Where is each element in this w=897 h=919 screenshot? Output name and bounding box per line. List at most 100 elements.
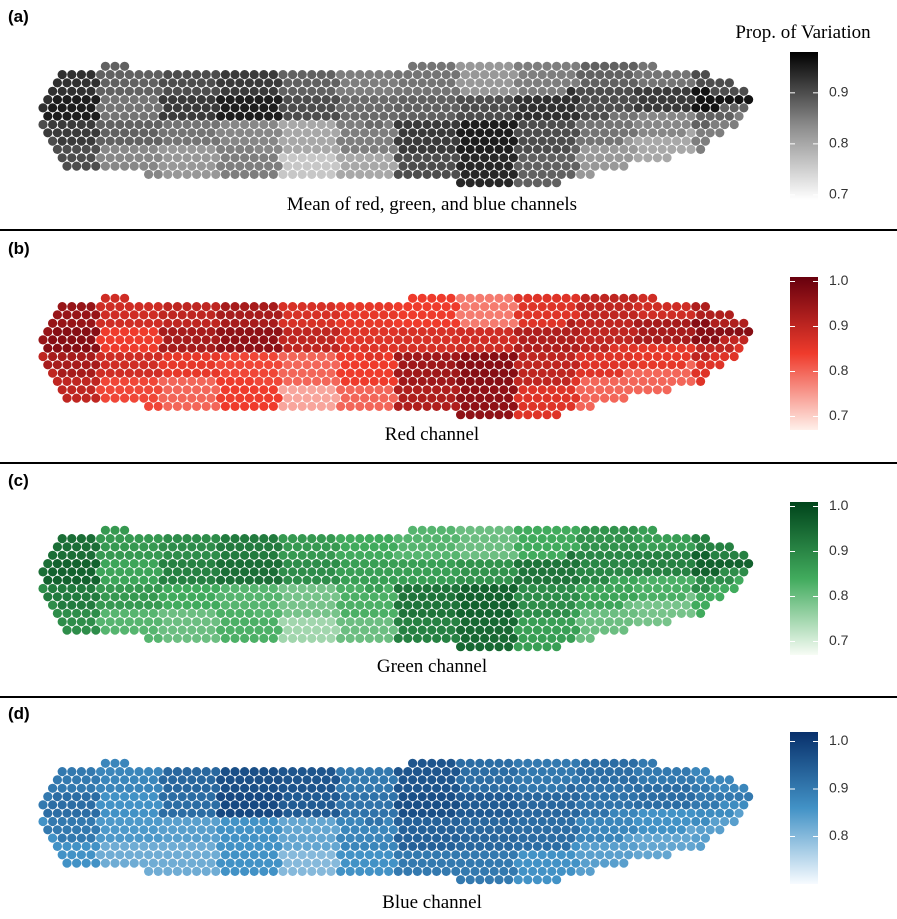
cell-dot	[734, 575, 744, 585]
cell-dot	[686, 144, 696, 154]
cell-dot	[364, 153, 374, 163]
colorbar-tick-label: 0.9	[829, 780, 849, 796]
cell-dot	[355, 866, 365, 876]
cell-dot	[230, 816, 240, 827]
cell-dot	[609, 841, 619, 851]
cell-dot	[691, 136, 701, 146]
cell-dot	[662, 567, 672, 577]
cell-dot	[628, 808, 639, 818]
cell-dot	[456, 559, 466, 569]
cell-dot	[254, 360, 264, 370]
cell-dot	[379, 327, 389, 337]
cell-dot	[153, 617, 163, 627]
cell-dot	[110, 825, 120, 835]
cell-dot	[667, 327, 677, 337]
cell-dot	[105, 583, 115, 594]
cell-dot	[484, 608, 494, 618]
cell-dot	[715, 775, 725, 785]
cell-dot	[216, 592, 226, 602]
cell-dot	[393, 401, 403, 411]
cell-dot	[340, 559, 350, 569]
cell-dot	[686, 78, 696, 88]
cell-dot	[566, 617, 576, 627]
cell-dot	[115, 850, 125, 860]
cell-dot	[57, 318, 67, 328]
cell-dot	[110, 792, 120, 802]
cell-dot	[72, 393, 82, 403]
cell-dot	[489, 401, 499, 411]
cell-dot	[264, 327, 274, 337]
cell-dot	[345, 385, 355, 395]
colorbar-tick-label: 1.0	[829, 732, 849, 748]
cell-dot	[120, 327, 130, 337]
cell-dot	[436, 95, 446, 105]
cell-dot	[542, 608, 552, 618]
cell-dot	[273, 310, 283, 320]
cell-dot	[465, 525, 475, 535]
cell-dot	[91, 393, 101, 403]
cell-dot	[518, 351, 528, 362]
cell-dot	[259, 633, 269, 643]
cell-dot	[292, 111, 302, 121]
cell-dot	[364, 70, 374, 80]
cell-dot	[331, 327, 341, 337]
cell-dot	[508, 783, 518, 793]
cell-dot	[724, 310, 735, 320]
cell-dot	[720, 351, 730, 362]
cell-dot	[307, 534, 317, 544]
cell-dot	[513, 525, 523, 535]
cell-dot	[369, 808, 379, 818]
cell-dot	[691, 600, 701, 610]
cell-dot	[576, 103, 586, 113]
cell-dot	[504, 161, 514, 171]
cell-dot	[264, 559, 274, 569]
cell-dot	[624, 335, 634, 345]
cell-dot	[350, 144, 360, 154]
cell-dot	[288, 866, 298, 876]
cell-dot	[129, 825, 139, 835]
cell-dot	[57, 600, 67, 610]
cell-dot	[110, 393, 120, 403]
cell-dot	[340, 825, 350, 835]
cell-dot	[379, 360, 389, 370]
cell-dot	[480, 617, 490, 627]
cell-dot	[638, 61, 648, 71]
cell-dot	[177, 111, 187, 121]
cell-dot	[700, 351, 711, 362]
cell-dot	[705, 95, 715, 105]
cell-dot	[518, 833, 528, 843]
cell-dot	[595, 583, 605, 594]
cell-dot	[494, 642, 504, 652]
cell-dot	[153, 351, 163, 362]
cell-dot	[278, 169, 288, 179]
cell-dot	[508, 617, 518, 627]
cell-dot	[211, 783, 221, 793]
cell-dot	[547, 401, 557, 411]
cell-dot	[422, 302, 432, 312]
cell-dot	[715, 592, 725, 602]
cell-dot	[283, 792, 293, 802]
cell-dot	[672, 567, 682, 577]
cell-dot	[182, 833, 192, 843]
cell-dot	[600, 78, 610, 88]
cell-dot	[489, 86, 499, 96]
cell-dot	[244, 542, 254, 552]
cell-dot	[268, 850, 278, 860]
cell-dot	[115, 534, 125, 544]
cell-dot	[537, 119, 547, 130]
cell-dot	[110, 144, 120, 154]
cell-dot	[201, 783, 211, 793]
cell-dot	[336, 153, 346, 163]
cell-dot	[480, 550, 490, 560]
cell-dot	[316, 833, 326, 843]
cell-dot	[580, 858, 591, 868]
cell-dot	[475, 825, 485, 835]
cell-dot	[384, 783, 394, 793]
cell-dot	[211, 70, 221, 80]
cell-dot	[408, 775, 418, 785]
cell-dot	[705, 327, 715, 337]
cell-dot	[72, 78, 82, 88]
cell-dot	[739, 103, 749, 113]
cell-dot	[72, 575, 82, 585]
cell-dot	[96, 318, 106, 328]
